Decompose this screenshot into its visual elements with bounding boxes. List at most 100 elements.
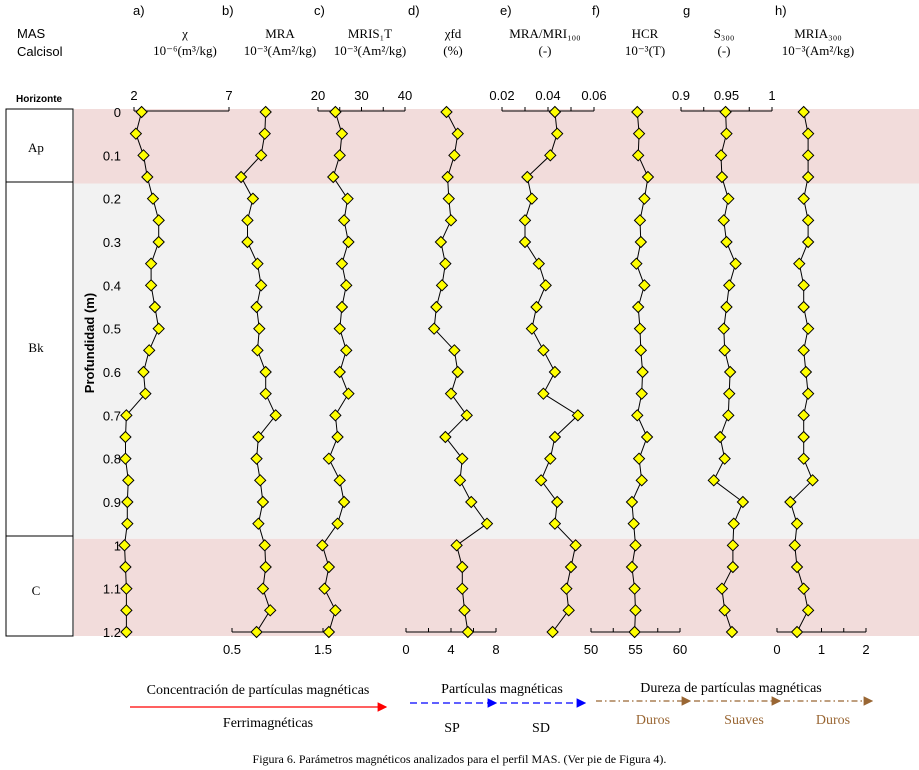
data-point bbox=[250, 625, 263, 639]
panel-title-hcr: HCR bbox=[632, 26, 659, 41]
data-point bbox=[726, 539, 740, 552]
data-point bbox=[801, 387, 815, 400]
data-point bbox=[631, 105, 644, 119]
panel-title-mria300: MRIA₃₀₀ bbox=[794, 26, 842, 41]
data-point bbox=[253, 322, 266, 335]
data-point bbox=[625, 495, 639, 509]
data-point bbox=[718, 604, 731, 617]
panel-letter-c: c) bbox=[314, 3, 325, 18]
legend-particles-title: Partículas magnéticas bbox=[441, 682, 563, 697]
data-point bbox=[254, 474, 267, 487]
data-point bbox=[456, 560, 469, 574]
horizon-label-c: C bbox=[32, 583, 41, 598]
data-point bbox=[448, 149, 461, 162]
depth-tick-label: 1.1 bbox=[103, 582, 121, 597]
panel-letter-h: h) bbox=[775, 3, 787, 18]
data-point bbox=[331, 430, 344, 444]
data-point bbox=[122, 474, 135, 487]
data-point bbox=[801, 127, 815, 140]
data-point bbox=[135, 105, 148, 119]
data-point bbox=[544, 149, 557, 162]
data-point bbox=[797, 279, 810, 292]
data-point bbox=[628, 625, 641, 639]
data-point bbox=[335, 127, 349, 140]
data-point bbox=[631, 409, 644, 422]
data-point bbox=[532, 257, 546, 270]
soil-type: Calcisol bbox=[17, 44, 63, 59]
depth-tick-label: 0.6 bbox=[103, 365, 121, 380]
data-point bbox=[799, 365, 813, 379]
panel-6: 50 55 60 bbox=[584, 105, 687, 657]
panel-4: 0 4 8 bbox=[402, 105, 500, 657]
panel-letter-d: d) bbox=[408, 3, 420, 18]
data-point bbox=[784, 495, 797, 509]
horizon-header: Horizonte bbox=[16, 94, 63, 105]
data-point bbox=[722, 409, 735, 422]
x-tick-label: 40 bbox=[398, 88, 412, 103]
data-point bbox=[571, 409, 585, 422]
data-point bbox=[806, 474, 819, 487]
data-point bbox=[537, 344, 550, 357]
data-point bbox=[342, 235, 355, 249]
panel-8: 0 1 2 bbox=[773, 105, 870, 657]
data-point bbox=[723, 365, 737, 379]
panel-2: 0.5 1.5 bbox=[223, 105, 332, 657]
data-point bbox=[631, 149, 645, 162]
data-point bbox=[638, 192, 651, 205]
panel-title-mra-mri: MRA/MRI₁₀₀ bbox=[509, 26, 580, 41]
x-tick-label: 55 bbox=[628, 642, 642, 657]
data-point bbox=[720, 127, 733, 140]
panel-title-mris: MRIS₁T bbox=[348, 26, 392, 41]
x-tick-label: 0 bbox=[773, 642, 780, 657]
data-point bbox=[251, 257, 264, 270]
data-point bbox=[525, 322, 539, 335]
legend: Concentración de partículas magnéticas F… bbox=[130, 681, 874, 736]
legend-hard-label-1: Duros bbox=[636, 713, 670, 728]
data-point bbox=[329, 105, 342, 119]
data-point bbox=[632, 452, 646, 465]
panel-unit-mria300: 10⁻³(Am²/kg) bbox=[782, 43, 854, 58]
data-point bbox=[251, 344, 264, 357]
data-point bbox=[788, 539, 802, 552]
depth-tick-label: 0.2 bbox=[103, 192, 121, 207]
data-point bbox=[137, 149, 150, 162]
data-point bbox=[340, 344, 353, 357]
panel-unit-s300: (-) bbox=[718, 43, 731, 58]
depth-tick-label: 1 bbox=[114, 538, 121, 553]
data-point bbox=[717, 322, 730, 335]
data-point bbox=[548, 517, 562, 530]
panel-title-mra: MRA bbox=[265, 26, 295, 41]
data-point bbox=[152, 322, 165, 335]
horizon-column bbox=[5, 108, 74, 637]
panel-unit-chifd: (%) bbox=[443, 43, 463, 58]
x-tick-label: 2 bbox=[862, 642, 869, 657]
data-point bbox=[714, 149, 728, 162]
data-point bbox=[120, 409, 133, 422]
data-point bbox=[427, 322, 441, 335]
depth-tick-label: 0.7 bbox=[103, 408, 121, 423]
figure-caption: Figura 6. Parámetros magnéticos analizad… bbox=[252, 752, 667, 766]
data-point bbox=[634, 235, 648, 249]
data-point bbox=[460, 409, 473, 422]
data-point bbox=[254, 149, 268, 162]
data-point bbox=[451, 365, 464, 379]
panel-unit-chi: 10⁻⁶(m³/kg) bbox=[153, 43, 217, 58]
legend-hardness-title: Dureza de partículas magnéticas bbox=[640, 681, 822, 696]
data-point bbox=[444, 214, 458, 227]
depth-tick-label: 0.5 bbox=[103, 322, 121, 337]
data-point bbox=[259, 387, 272, 400]
data-point bbox=[537, 387, 550, 400]
data-point bbox=[790, 560, 804, 574]
data-point bbox=[797, 344, 810, 357]
data-point bbox=[562, 604, 575, 617]
data-point bbox=[142, 344, 156, 357]
data-point bbox=[465, 495, 478, 509]
site-name: MAS bbox=[17, 26, 46, 41]
data-point bbox=[120, 604, 133, 617]
data-point bbox=[254, 279, 268, 292]
data-point bbox=[318, 582, 331, 595]
data-point bbox=[333, 365, 346, 379]
data-point bbox=[629, 604, 642, 617]
data-point bbox=[461, 625, 475, 639]
